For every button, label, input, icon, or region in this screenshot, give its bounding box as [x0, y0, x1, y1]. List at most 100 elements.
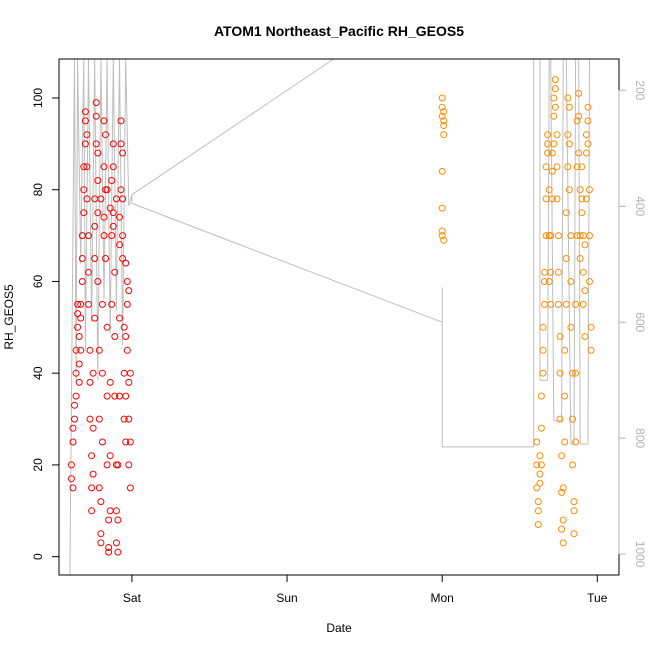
x-tick-label: Tue: [587, 591, 608, 605]
data-point-series-1: [67, 475, 75, 483]
data-point-series-1: [83, 163, 91, 171]
data-point-series-2: [586, 232, 593, 240]
data-point-series-1: [71, 415, 78, 423]
data-point-series-2: [555, 232, 562, 240]
data-point-series-2: [553, 131, 561, 139]
data-point-series-2: [545, 278, 553, 285]
data-point-series-2: [564, 163, 572, 171]
data-point-series-2: [555, 300, 562, 308]
data-point-series-2: [558, 488, 566, 496]
data-point-series-1: [71, 401, 78, 409]
data-point-series-2: [581, 241, 589, 249]
data-point-series-1: [97, 195, 105, 203]
data-point-series-2: [570, 507, 578, 515]
data-point-series-1: [97, 498, 105, 506]
data-point-series-1: [109, 222, 117, 230]
data-point-series-1: [111, 333, 119, 340]
data-point-series-2: [575, 89, 583, 97]
data-point-series-1: [81, 108, 89, 116]
data-point-series-2: [569, 415, 576, 423]
data-point-series-2: [581, 287, 589, 295]
data-point-series-1: [106, 452, 114, 460]
data-point-series-1: [122, 392, 130, 400]
data-point-series-1: [106, 507, 114, 515]
data-point-series-2: [556, 415, 564, 423]
y-tick-label: 20: [31, 458, 45, 472]
data-point-series-1: [102, 255, 109, 262]
data-point-series-2: [534, 498, 542, 506]
data-point-series-1: [120, 323, 128, 331]
data-point-series-2: [545, 186, 553, 194]
data-point-series-2: [438, 94, 446, 102]
data-point-series-1: [80, 209, 88, 217]
y-tick-label: 0: [31, 553, 45, 560]
data-point-series-1: [98, 369, 106, 377]
data-point-series-2: [534, 521, 542, 528]
data-point-series-1: [125, 378, 133, 386]
data-point-series-2: [550, 112, 558, 120]
data-point-series-2: [561, 346, 569, 354]
data-point-series-1: [126, 369, 134, 377]
data-point-series-2: [575, 149, 583, 157]
data-point-series-1: [106, 204, 114, 212]
right-tick-label: 400: [633, 196, 647, 216]
data-point-series-1: [120, 415, 128, 423]
data-point-series-1: [92, 140, 100, 148]
data-point-series-1: [95, 346, 103, 354]
data-point-series-2: [572, 369, 580, 377]
data-point-series-2: [561, 392, 569, 400]
data-point-series-1: [81, 140, 89, 148]
data-point-series-1: [119, 149, 127, 157]
data-point-series-1: [89, 424, 97, 432]
data-point-series-2: [548, 167, 556, 175]
data-point-series-2: [576, 255, 584, 262]
y-axis-label: RH_GEOS5: [2, 284, 16, 350]
data-point-series-2: [438, 232, 446, 240]
data-point-series-2: [556, 333, 564, 340]
data-point-series-1: [95, 484, 103, 492]
data-point-series-2: [561, 438, 569, 446]
data-point-series-1: [85, 232, 92, 240]
data-point-series-2: [575, 112, 583, 120]
data-point-series-2: [539, 346, 547, 354]
data-point-series-2: [582, 195, 590, 203]
data-point-series-2: [578, 209, 586, 217]
data-point-series-1: [97, 539, 105, 547]
data-point-series-2: [533, 438, 541, 446]
plot-frame: [58, 58, 620, 576]
data-point-series-2: [584, 103, 592, 111]
data-point-series-1: [78, 278, 86, 285]
data-point-series-2: [553, 163, 561, 171]
data-point-series-1: [88, 507, 96, 515]
data-point-series-1: [81, 117, 89, 125]
data-point-series-1: [85, 268, 92, 276]
data-point-series-2: [562, 300, 570, 308]
data-point-series-2: [537, 424, 545, 432]
data-point-series-1: [98, 438, 106, 446]
data-point-series-1: [108, 232, 116, 240]
data-point-series-2: [562, 255, 570, 262]
right-tick-label: 800: [633, 428, 647, 448]
y-tick-label: 80: [31, 183, 45, 197]
data-point-series-1: [125, 287, 133, 295]
data-point-series-2: [567, 323, 575, 331]
data-point-series-2: [440, 122, 448, 129]
data-point-series-2: [438, 227, 446, 235]
data-point-series-1: [108, 300, 116, 308]
data-point-series-2: [587, 346, 595, 354]
data-point-series-1: [112, 507, 120, 515]
data-point-series-2: [582, 149, 590, 157]
data-point-series-1: [69, 424, 77, 432]
data-point-series-1: [106, 378, 114, 386]
data-point-series-1: [123, 346, 131, 354]
data-point-series-2: [576, 186, 584, 194]
data-point-series-1: [86, 378, 94, 386]
data-point-series-1: [89, 369, 97, 377]
data-point-series-1: [126, 484, 134, 492]
data-point-series-1: [94, 209, 102, 217]
data-point-series-2: [579, 300, 587, 308]
data-point-series-1: [74, 300, 82, 308]
y-tick-label: 60: [31, 274, 45, 288]
data-point-series-2: [537, 461, 545, 469]
